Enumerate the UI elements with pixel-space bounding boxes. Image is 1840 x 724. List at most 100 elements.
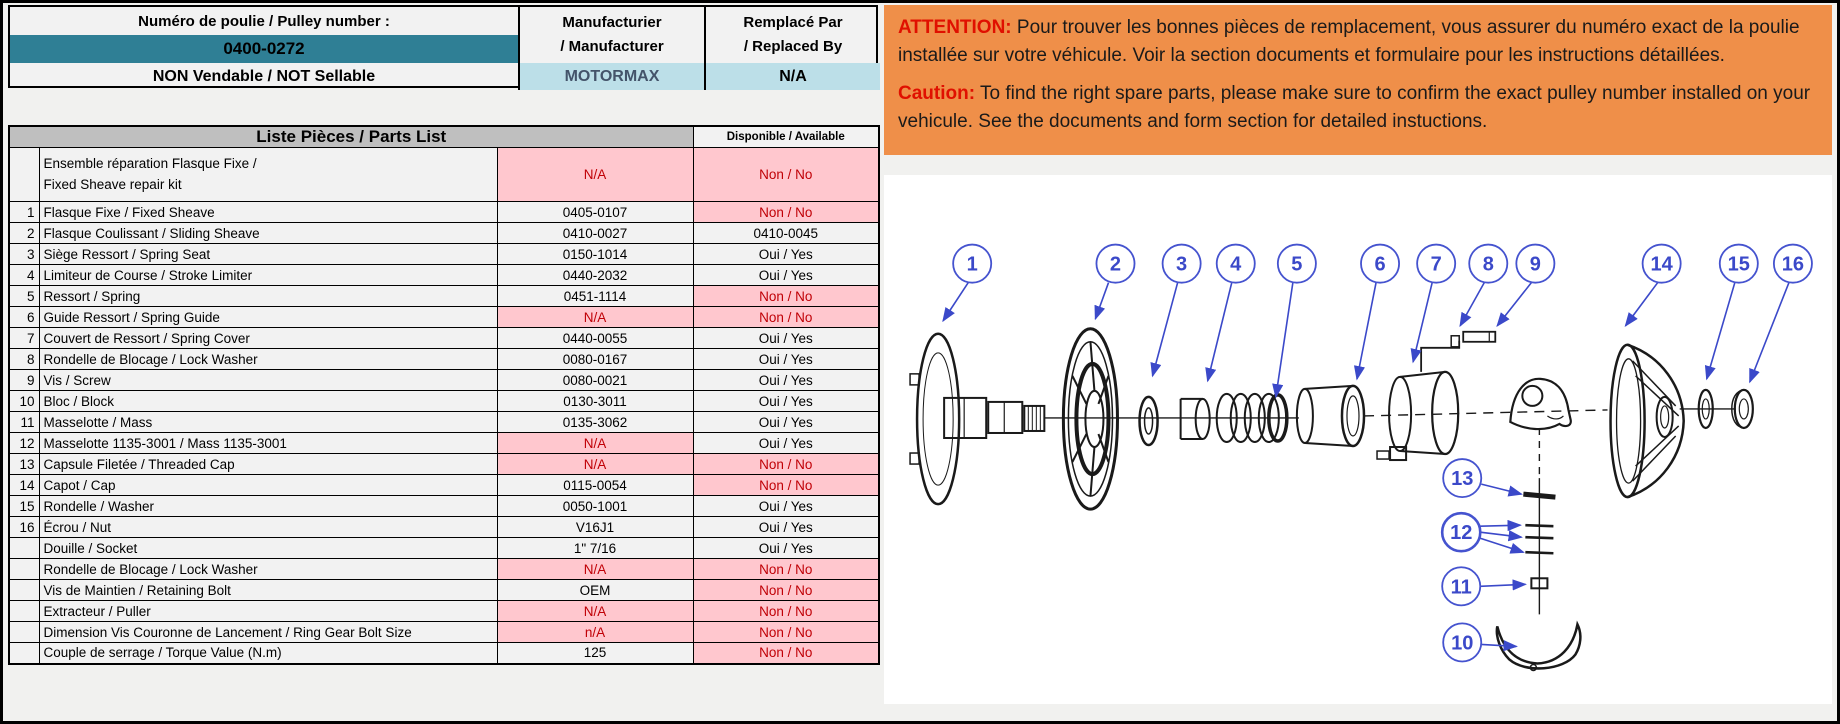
part-num-cell: 10 <box>8 390 40 412</box>
part-desc-cell: Rondelle / Washer <box>38 495 498 517</box>
part-avail-cell: Oui / Yes <box>692 411 880 433</box>
table-row: Extracteur / Puller N/A Non / No <box>8 600 880 622</box>
part-ref-cell: 0135-3062 <box>496 411 694 433</box>
part-desc-cell: Couvert de Ressort / Spring Cover <box>38 327 498 349</box>
part-avail-cell: Oui / Yes <box>692 264 880 286</box>
ramp-block <box>1509 377 1572 431</box>
table-row: 12 Masselotte 1135-3001 / Mass 1135-3001 N… <box>8 432 880 454</box>
callout-8: 8 <box>1468 243 1509 284</box>
part-10-block-saddle <box>1495 620 1582 672</box>
table-row: 8 Rondelle de Blocage / Lock Washer 0080-0… <box>8 348 880 370</box>
part-avail-cell: Non / No <box>692 579 880 601</box>
table-row: 10 Bloc / Block 0130-3011 Oui / Yes <box>8 390 880 412</box>
callout-14: 14 <box>1641 243 1682 284</box>
part-desc-cell: Siège Ressort / Spring Seat <box>38 243 498 265</box>
svg-text:16: 16 <box>1782 254 1804 276</box>
part-8-retaining-clip <box>1450 335 1460 348</box>
part-desc-cell: Limiteur de Course / Stroke Limiter <box>38 264 498 286</box>
svg-text:10: 10 <box>1451 632 1473 654</box>
table-row: Ensemble réparation Flasque Fixe / Fixed… <box>8 147 880 202</box>
part-avail-cell: Non / No <box>692 285 880 307</box>
svg-text:2: 2 <box>1110 254 1121 276</box>
part-num-cell <box>8 621 40 643</box>
table-header-row: Liste Pièces / Parts List Disponible / A… <box>8 125 880 148</box>
part-7-spring-cover <box>1376 340 1461 462</box>
callout-16: 16 <box>1772 243 1813 284</box>
part-num-cell: 4 <box>8 264 40 286</box>
part-ref-cell: 0150-1014 <box>496 243 694 265</box>
part-num-cell: 13 <box>8 453 40 475</box>
part-desc-cell: Flasque Fixe / Fixed Sheave <box>38 201 498 223</box>
callout-balloons: 1 2 3 4 5 6 7 8 9 14 15 16 13 12 11 10 <box>952 243 1813 663</box>
replaced-by-label-en: / Replaced By <box>743 38 843 55</box>
part-num-cell: 2 <box>8 222 40 244</box>
part-4-spring-seat <box>1179 397 1211 441</box>
callout-6: 6 <box>1360 243 1400 284</box>
part-ref-cell: N/A <box>496 558 694 580</box>
exploded-diagram-panel: 1 2 3 4 5 6 7 8 9 14 15 16 13 12 11 10 <box>884 175 1832 704</box>
part-avail-cell: Non / No <box>692 600 880 622</box>
table-row: 5 Ressort / Spring 0451-1114 Non / No <box>8 285 880 307</box>
part-ref-cell: 0440-0055 <box>496 327 694 349</box>
part-ref-cell: V16J1 <box>496 516 694 538</box>
manufacturer-label-en: / Manufacturer <box>560 38 664 55</box>
part-14-cap <box>1609 343 1685 499</box>
part-desc-cell: Ressort / Spring <box>38 285 498 307</box>
part-13-threaded-cap <box>1523 491 1556 500</box>
part-num-cell <box>8 600 40 622</box>
part-ref-cell: 1" 7/16 <box>496 537 694 559</box>
part-desc-cell: Flasque Coulissant / Sliding Sheave <box>38 222 498 244</box>
callout-12: 12 <box>1440 511 1482 553</box>
table-row: 3 Siège Ressort / Spring Seat 0150-1014 Oui… <box>8 243 880 265</box>
callout-11: 11 <box>1441 566 1482 607</box>
callout-9: 9 <box>1515 243 1556 284</box>
part-desc-cell: Capsule Filetée / Threaded Cap <box>38 453 498 475</box>
callout-4: 4 <box>1215 243 1256 284</box>
part-desc-cell: Dimension Vis Couronne de Lancement / Ri… <box>38 621 498 643</box>
available-column-header: Disponible / Available <box>692 125 880 148</box>
part-11-mass <box>1530 577 1549 590</box>
part-avail-cell: Oui / Yes <box>692 516 880 538</box>
caution-text: To find the right spare parts, please ma… <box>898 83 1811 132</box>
warning-english: Caution: To find the right spare parts, … <box>898 80 1818 135</box>
table-row: 1 Flasque Fixe / Fixed Sheave 0405-0107 Non… <box>8 201 880 223</box>
caution-label: Caution: <box>898 83 976 105</box>
svg-text:15: 15 <box>1728 254 1750 276</box>
part-ref-cell: 0451-1114 <box>496 285 694 307</box>
part-ref-cell: 0130-3011 <box>496 390 694 412</box>
parts-list-title: Liste Pièces / Parts List <box>8 125 694 148</box>
part-avail-cell: Oui / Yes <box>692 537 880 559</box>
table-row: 15 Rondelle / Washer 0050-1001 Oui / Yes <box>8 495 880 517</box>
attention-label: ATTENTION: <box>898 17 1012 38</box>
table-row: 13 Capsule Filetée / Threaded Cap N/A Non /… <box>8 453 880 475</box>
part-desc-cell: Douille / Socket <box>38 537 498 559</box>
part-ref-cell: 0050-1001 <box>496 495 694 517</box>
table-row: 4 Limiteur de Course / Stroke Limiter 0440… <box>8 264 880 286</box>
part-ref-cell: 0080-0167 <box>496 348 694 370</box>
part-ref-cell: n/A <box>496 621 694 643</box>
pulley-number-value: 0400-0272 <box>10 35 518 63</box>
part-ref-cell: N/A <box>496 306 694 328</box>
part-desc-cell: Rondelle de Blocage / Lock Washer <box>38 348 498 370</box>
replaced-by-value: N/A <box>704 63 880 90</box>
svg-text:5: 5 <box>1291 254 1302 276</box>
part-num-cell <box>8 147 40 202</box>
warning-box: ATTENTION: Pour trouver les bonnes pièce… <box>884 5 1832 155</box>
part-ref-cell: 125 <box>496 642 694 664</box>
part-num-cell <box>8 537 40 559</box>
table-row: 16 Écrou / Nut V16J1 Oui / Yes <box>8 516 880 538</box>
part-3-washer <box>1138 395 1159 447</box>
part-ref-cell: N/A <box>496 600 694 622</box>
part-desc-cell: Ensemble réparation Flasque Fixe / Fixed… <box>38 147 498 202</box>
table-row: Dimension Vis Couronne de Lancement / Ri… <box>8 621 880 643</box>
part-12-mass-stack <box>1525 523 1554 555</box>
manufacturer-label-fr: Manufacturier <box>562 14 662 31</box>
part-avail-cell: Non / No <box>692 558 880 580</box>
part-16-nut <box>1731 388 1754 430</box>
table-row: 7 Couvert de Ressort / Spring Cover 0440-0… <box>8 327 880 349</box>
part-ref-cell: N/A <box>496 147 694 202</box>
part-ref-cell: 0115-0054 <box>496 474 694 496</box>
part-num-cell: 11 <box>8 411 40 433</box>
part-desc-cell: Couple de serrage / Torque Value (N.m) <box>38 642 498 664</box>
